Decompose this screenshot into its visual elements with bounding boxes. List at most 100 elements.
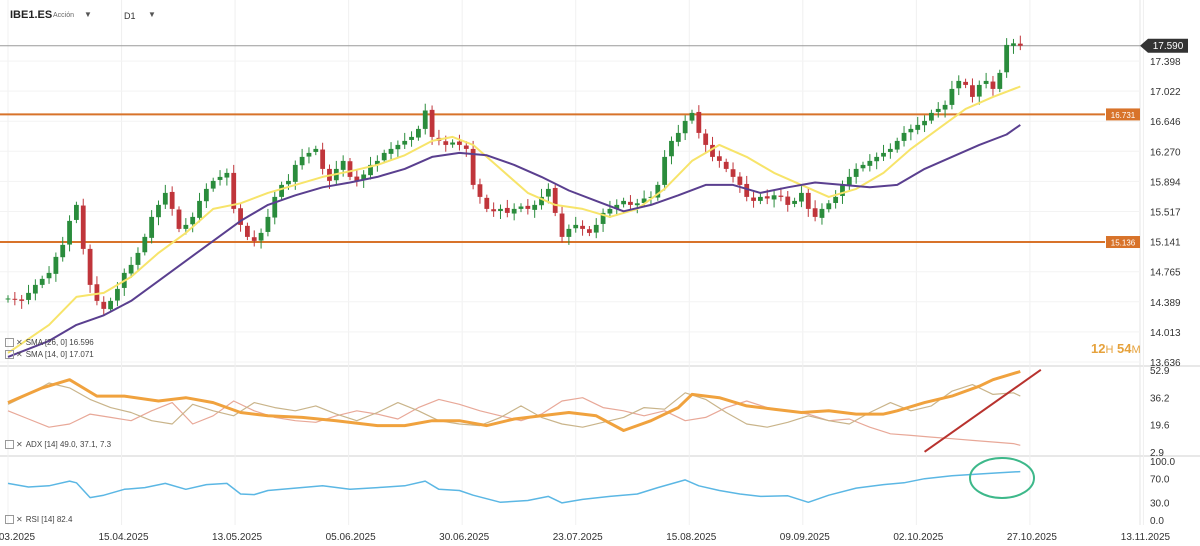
candle-body (662, 156, 668, 185)
candle-body (87, 248, 93, 285)
candle-body (771, 195, 777, 200)
candle-body (128, 264, 134, 274)
legend-sma26[interactable]: s✕SMA [26, 0] 16.596 (5, 338, 94, 348)
adx-y-tick-label: 2.9 (1150, 448, 1164, 459)
candle-body (648, 196, 654, 198)
candle-body (675, 132, 681, 142)
candle-body (525, 205, 531, 209)
candle-body (347, 161, 353, 177)
x-tick-label: 15.08.2025 (666, 532, 716, 543)
candle-body (504, 207, 510, 213)
axis-layer: 21.03.2025 15.04.2025 13.05.2025 05.06.2025… (0, 57, 1181, 543)
candle-countdown: 12H 54M (1091, 341, 1141, 356)
symbol-dropdown-icon[interactable]: ▼ (84, 10, 92, 19)
candle-body (812, 208, 818, 217)
candle-body (949, 88, 955, 105)
y-tick-label: 13.636 (1150, 358, 1181, 369)
candle-body (470, 148, 476, 185)
minus-di-line (7, 397, 1021, 446)
legend-sma26-text: SMA [26, 0] 16.596 (25, 338, 94, 347)
adx-y-tick-label: 36.2 (1150, 393, 1170, 404)
candle-body (764, 196, 770, 199)
candle-body (101, 301, 107, 309)
close-icon[interactable]: ✕ (16, 338, 23, 347)
close-icon[interactable]: ✕ (16, 350, 23, 359)
close-icon[interactable]: ✕ (16, 515, 23, 524)
level-label-box (1106, 108, 1140, 121)
candle-body (587, 229, 592, 233)
candle-body (108, 300, 113, 310)
candle-body (12, 298, 18, 300)
candle-body (655, 184, 661, 198)
candle-body (723, 161, 729, 169)
legend-rsi[interactable]: s✕RSI [14] 82.4 (5, 515, 72, 525)
rsi-y-tick-label: 0.0 (1150, 516, 1164, 527)
candle-body (292, 164, 298, 182)
x-tick-label: 13.05.2025 (212, 532, 262, 543)
indicator-settings-icon[interactable]: s (5, 338, 14, 348)
candle-body (716, 156, 722, 161)
candle-body (689, 112, 695, 121)
candle-body (915, 124, 921, 130)
symbol-label[interactable]: IBE1.ES (10, 9, 53, 21)
candle-body (361, 174, 367, 180)
candle-body (634, 203, 640, 206)
candle-body (402, 140, 408, 145)
candle-body (956, 80, 962, 89)
indicator-settings-icon[interactable]: s (5, 350, 14, 360)
x-tick-label: 05.06.2025 (326, 532, 376, 543)
candle-body (443, 141, 449, 145)
candle-body (621, 200, 626, 205)
adx-trendline (923, 369, 1042, 453)
legend-adx-text: ADX [14] 49.0, 37.1, 7.3 (25, 440, 112, 449)
instrument-type-label: Acción (53, 12, 75, 19)
candle-body (799, 192, 804, 202)
candle-body (135, 252, 141, 265)
candle-body (840, 184, 845, 196)
y-tick-label: 15.517 (1150, 208, 1181, 219)
plus-di-line (7, 382, 1021, 428)
candle-body (778, 195, 784, 197)
candle-body (539, 196, 544, 206)
candle-body (39, 278, 45, 285)
candle-body (580, 225, 585, 229)
candle-body (860, 164, 866, 169)
y-tick-label: 15.141 (1150, 238, 1181, 249)
candle-body (450, 142, 455, 145)
candle-body (381, 152, 387, 161)
timeframe-dropdown-icon[interactable]: ▼ (148, 10, 156, 19)
candle-body (491, 209, 497, 212)
candle-body (340, 160, 346, 170)
indicator-settings-icon[interactable]: s (5, 440, 14, 450)
candle-body (313, 148, 319, 152)
candle-body (388, 148, 394, 154)
candle-body (545, 188, 551, 197)
rsi-highlight-circle (969, 457, 1035, 499)
adx-line (7, 370, 1021, 432)
price-panel: 16.731 15.136 17.590 (0, 35, 1188, 358)
level-label-box (1106, 236, 1140, 249)
close-icon[interactable]: ✕ (16, 440, 23, 449)
candle-body (142, 236, 148, 253)
candle-body (409, 136, 414, 140)
candle-body (710, 144, 715, 157)
candle-body (901, 132, 907, 141)
candle-body (457, 141, 462, 145)
candle-body (874, 156, 880, 162)
timer-minutes-unit: M (1131, 344, 1141, 356)
candle-body (197, 200, 202, 218)
level-label: 16.731 (1111, 111, 1136, 120)
candle-body (162, 192, 168, 205)
candle-body (32, 284, 38, 294)
candle-body (703, 133, 709, 145)
legend-adx[interactable]: s✕ADX [14] 49.0, 37.1, 7.3 (5, 440, 112, 450)
candle-body (792, 200, 797, 204)
timeframe-label[interactable]: D1 (124, 11, 136, 21)
candle-body (477, 184, 483, 197)
candle-body (238, 208, 243, 225)
indicator-settings-icon[interactable]: s (5, 515, 14, 525)
rsi-y-tick-label: 70.0 (1150, 475, 1170, 486)
legend-sma14[interactable]: s✕SMA [14, 0] 17.071 (5, 350, 94, 360)
candle-body (203, 188, 209, 202)
candle-body (5, 298, 11, 300)
